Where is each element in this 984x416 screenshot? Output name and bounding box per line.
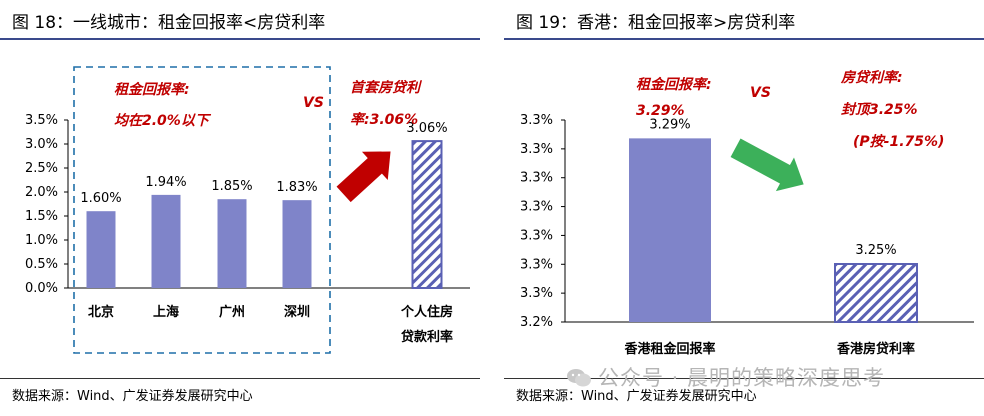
left-bottom-rule bbox=[0, 378, 480, 379]
y-tick-label: 1.0% bbox=[25, 233, 58, 248]
right-figure-title: 图 19：香港：租金回报率>房贷利率 bbox=[516, 13, 796, 33]
y-tick-label: 3.3% bbox=[520, 171, 553, 186]
data-label: 1.83% bbox=[276, 180, 317, 195]
x-category-label: 香港房贷利率 bbox=[836, 341, 915, 357]
y-tick-label: 3.5% bbox=[25, 113, 58, 128]
annotation-mortgage-line2: 封顶3.25% bbox=[841, 101, 918, 118]
bar-hk-rental-yield bbox=[629, 138, 711, 322]
data-label: 3.29% bbox=[649, 117, 690, 132]
right-bottom-rule bbox=[504, 378, 984, 379]
bar-2 bbox=[217, 199, 247, 288]
annotation-vs: VS bbox=[750, 85, 771, 101]
annotation-mortgage-line2: 率:3.06% bbox=[350, 111, 418, 128]
y-tick-label: 0.5% bbox=[25, 257, 58, 272]
annotation-mortgage-line3: (P按-1.75%) bbox=[853, 133, 944, 150]
right-source-note: 数据来源：Wind、广发证券发展研究中心 bbox=[516, 389, 757, 404]
x-category-label: 北京 bbox=[88, 304, 114, 320]
annotation-vs: VS bbox=[303, 95, 324, 111]
data-label: 3.25% bbox=[855, 243, 896, 258]
x-category-label: 上海 bbox=[153, 304, 179, 320]
wechat-watermark: 公众号 · 晨明的策略深度思考 bbox=[566, 362, 885, 392]
bar-mortgage-rate bbox=[411, 140, 443, 290]
left-figure-title: 图 18：一线城市：租金回报率<房贷利率 bbox=[12, 13, 326, 33]
x-category-label: 香港租金回报率 bbox=[623, 341, 715, 357]
y-tick-label: 2.0% bbox=[25, 185, 58, 200]
y-tick-label: 3.3% bbox=[520, 200, 553, 215]
annotation-rent-line2: 3.29% bbox=[636, 103, 685, 119]
y-tick-label: 3.2% bbox=[520, 315, 553, 330]
x-category-label: 个人住房 bbox=[400, 304, 453, 320]
left-figure-panel: 图 18：一线城市：租金回报率<房贷利率 0.0% 0.5% 1.0% 1.5% 2.0… bbox=[0, 0, 480, 416]
y-tick-label: 0.0% bbox=[25, 281, 58, 296]
right-title-rule bbox=[504, 38, 984, 40]
bar-3 bbox=[282, 200, 312, 288]
dashed-highlight-box bbox=[73, 66, 331, 354]
bar-0 bbox=[86, 211, 116, 288]
annotation-rent-line1: 租金回报率: bbox=[114, 81, 190, 98]
y-tick-label: 3.3% bbox=[520, 286, 553, 301]
y-tick-label: 3.0% bbox=[25, 137, 58, 152]
red-up-arrow bbox=[336, 151, 391, 203]
y-tick-label: 3.3% bbox=[520, 142, 553, 157]
left-source-note: 数据来源：Wind、广发证券发展研究中心 bbox=[12, 389, 253, 404]
wechat-logo-icon bbox=[567, 369, 591, 387]
annotation-rent-line2: 均在2.0%以下 bbox=[114, 112, 212, 129]
y-tick-label: 2.5% bbox=[25, 161, 58, 176]
green-down-arrow bbox=[730, 138, 804, 192]
y-tick-label: 3.3% bbox=[520, 257, 553, 272]
bar-hk-mortgage-rate bbox=[834, 263, 918, 323]
data-label: 3.06% bbox=[406, 121, 447, 136]
left-bar-chart: 0.0% 0.5% 1.0% 1.5% 2.0% 2.5% 3.0% 3.5% 1.60% 北京 1… bbox=[25, 66, 470, 354]
right-bar-chart: 3.2% 3.3% 3.3% 3.3% 3.3% 3.3% 3.3% 3.3% 3.29% 香港租… bbox=[520, 69, 974, 357]
y-tick-label: 1.5% bbox=[25, 209, 58, 224]
right-figure-panel: 图 19：香港：租金回报率>房贷利率 3.2% 3.3% 3.3% 3.3% 3.3% 3… bbox=[504, 0, 984, 416]
data-label: 1.60% bbox=[80, 191, 121, 206]
y-tick-label: 3.3% bbox=[520, 228, 553, 243]
annotation-rent-line1: 租金回报率: bbox=[636, 76, 712, 93]
x-category-label: 深圳 bbox=[284, 304, 310, 320]
bar-1 bbox=[151, 194, 181, 288]
x-category-label: 广州 bbox=[219, 304, 245, 320]
data-label: 1.94% bbox=[145, 175, 186, 190]
x-category-label: 贷款利率 bbox=[401, 329, 453, 345]
y-tick-label: 3.3% bbox=[520, 113, 553, 128]
annotation-mortgage-line1: 房贷利率: bbox=[840, 69, 903, 86]
watermark-text: 公众号 · 晨明的策略深度思考 bbox=[598, 366, 886, 390]
annotation-mortgage-line1: 首套房贷利 bbox=[350, 79, 423, 96]
left-title-rule bbox=[0, 38, 480, 40]
data-label: 1.85% bbox=[211, 179, 252, 194]
